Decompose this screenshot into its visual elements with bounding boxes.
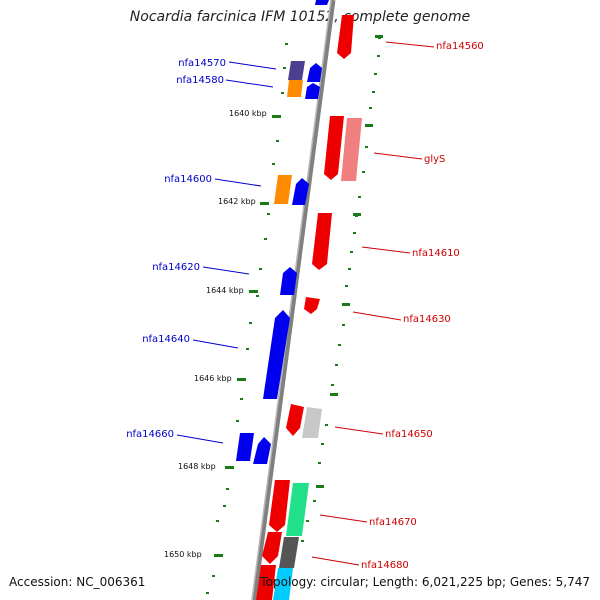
gene-label-glyS[interactable]: glyS bbox=[424, 154, 445, 165]
gene-nfa14580[interactable] bbox=[287, 80, 303, 97]
gene-nfa14670[interactable] bbox=[269, 480, 290, 532]
gene-nfa14600-arrow[interactable] bbox=[292, 178, 309, 205]
genome-backbone bbox=[251, 0, 336, 600]
gene-label-nfa14610[interactable]: nfa14610 bbox=[412, 248, 460, 259]
gene-nfa14570-arrow[interactable] bbox=[307, 63, 322, 82]
gene-nfa14560[interactable] bbox=[337, 15, 354, 59]
gene-nfa14600[interactable] bbox=[274, 175, 292, 204]
gene-nfa14650[interactable] bbox=[286, 404, 304, 436]
tick-label: 1642 kbp bbox=[218, 197, 256, 206]
gene-nfa14660-arrow[interactable] bbox=[253, 437, 271, 464]
gene-label-nfa14630[interactable]: nfa14630 bbox=[403, 314, 451, 325]
gene-nfa14610[interactable] bbox=[312, 213, 332, 270]
gene-nfa14680[interactable] bbox=[262, 532, 282, 564]
tick-label: 1648 kbp bbox=[178, 462, 216, 471]
gene-label-nfa14640[interactable]: nfa14640 bbox=[142, 334, 190, 345]
reverse-leaders bbox=[311, 41, 435, 566]
topology-text: Topology: circular; Length: 6,021,225 bp… bbox=[260, 575, 590, 589]
gene-label-nfa14660[interactable]: nfa14660 bbox=[126, 429, 174, 440]
gene-top-partial[interactable] bbox=[315, 0, 329, 5]
guide-track-forward bbox=[206, 43, 288, 594]
map-title: Nocardia farcinica IFM 10152, complete g… bbox=[129, 9, 471, 25]
gene-label-nfa14560[interactable]: nfa14560 bbox=[436, 41, 484, 52]
gene-nfa14570[interactable] bbox=[288, 61, 305, 80]
gene-nfa14640[interactable] bbox=[263, 310, 290, 399]
gene-label-nfa14650[interactable]: nfa14650 bbox=[385, 429, 433, 440]
forward-leaders bbox=[176, 61, 277, 444]
tick-label: 1640 kbp bbox=[229, 109, 267, 118]
gene-label-nfa14680[interactable]: nfa14680 bbox=[361, 560, 409, 571]
gene-nfa14670-pair[interactable] bbox=[286, 483, 309, 536]
gene-nfa14680-pair[interactable] bbox=[279, 537, 299, 568]
gene-label-nfa14670[interactable]: nfa14670 bbox=[369, 517, 417, 528]
gene-label-nfa14600[interactable]: nfa14600 bbox=[164, 174, 212, 185]
accession-text: Accession: NC_006361 bbox=[9, 575, 146, 589]
gene-glyS-pair[interactable] bbox=[341, 118, 362, 181]
gene-glyS[interactable] bbox=[324, 116, 344, 180]
gene-bottom-partial-cyan[interactable] bbox=[273, 568, 293, 600]
tick-label: 1650 kbp bbox=[164, 550, 202, 559]
tick-label: 1646 kbp bbox=[194, 374, 232, 383]
gene-label-nfa14620[interactable]: nfa14620 bbox=[152, 262, 200, 273]
tick-marks bbox=[214, 35, 383, 557]
gene-nfa14650-pair[interactable] bbox=[302, 407, 322, 438]
gene-nfa14580-arrow[interactable] bbox=[305, 83, 320, 99]
tick-label: 1644 kbp bbox=[206, 286, 244, 295]
gene-label-nfa14570[interactable]: nfa14570 bbox=[178, 58, 226, 69]
gene-nfa14660[interactable] bbox=[236, 433, 254, 461]
gene-bottom-partial-red[interactable] bbox=[256, 565, 276, 600]
gene-label-nfa14580[interactable]: nfa14580 bbox=[176, 75, 224, 86]
gene-nfa14630[interactable] bbox=[304, 297, 320, 314]
guide-track-reverse bbox=[301, 37, 381, 542]
gene-nfa14620[interactable] bbox=[280, 267, 297, 295]
